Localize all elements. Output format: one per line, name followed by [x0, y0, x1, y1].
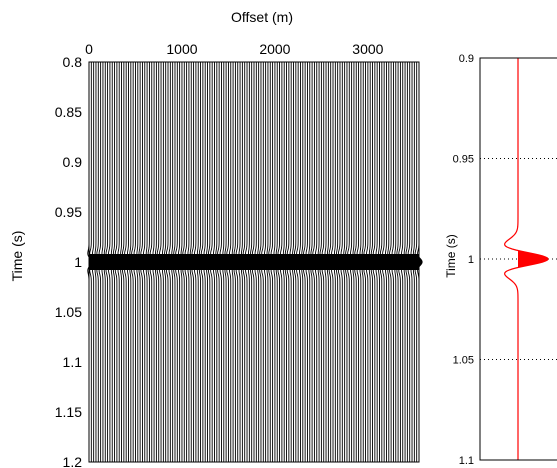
x-tick-label: 3000 [352, 41, 383, 57]
x-tick-labels: 0 1000 2000 3000 [85, 41, 384, 57]
wavelet-y-tick-label: 1.1 [459, 455, 474, 467]
y-tick-label: 1.1 [63, 354, 83, 370]
wavelet-y-tick-label: 1 [468, 254, 474, 266]
x-axis-label: Offset (m) [231, 9, 293, 25]
y-tick-label: 0.8 [63, 54, 83, 70]
x-tick-label: 2000 [259, 41, 290, 57]
y-axis-label: Time (s) [9, 231, 25, 282]
wavelet-trace-line [504, 58, 549, 460]
x-tick-label: 0 [85, 41, 93, 57]
y-tick-label: 1.2 [63, 454, 83, 468]
y-tick-label: 1.15 [55, 404, 82, 420]
y-tick-label: 1 [74, 254, 82, 270]
wavelet-y-axis-label: Time (s) [444, 234, 458, 278]
seismic-trace-fill [419, 258, 423, 266]
gather-panel: Offset (m) 0 1000 2000 3000 0.8 0.85 0.9 0.95 1… [9, 9, 423, 468]
wavelet-y-tick-label: 0.95 [453, 154, 474, 166]
wavelet-positive-fill [518, 251, 548, 267]
y-tick-label: 0.95 [55, 204, 82, 220]
y-tick-label: 1.05 [55, 304, 82, 320]
y-tick-label: 0.9 [63, 154, 83, 170]
seismic-traces [87, 61, 423, 462]
x-tick-label: 1000 [166, 41, 197, 57]
y-tick-label: 0.85 [55, 104, 82, 120]
wavelet-y-tick-labels: 0.9 0.95 1 1.05 1.1 [453, 53, 474, 467]
gather-plot-frame [88, 61, 420, 463]
wavelet-plot-frame [479, 57, 557, 461]
wavelet-panel: 0.9 0.95 1 1.05 1.1 Time (s) [444, 53, 557, 467]
wavelet-y-tick-label: 1.05 [453, 355, 474, 367]
wavelet-y-tick-label: 0.9 [459, 53, 474, 65]
y-tick-labels: 0.8 0.85 0.9 0.95 1 1.05 1.1 1.15 1.2 [55, 54, 82, 468]
event-band [89, 254, 419, 270]
